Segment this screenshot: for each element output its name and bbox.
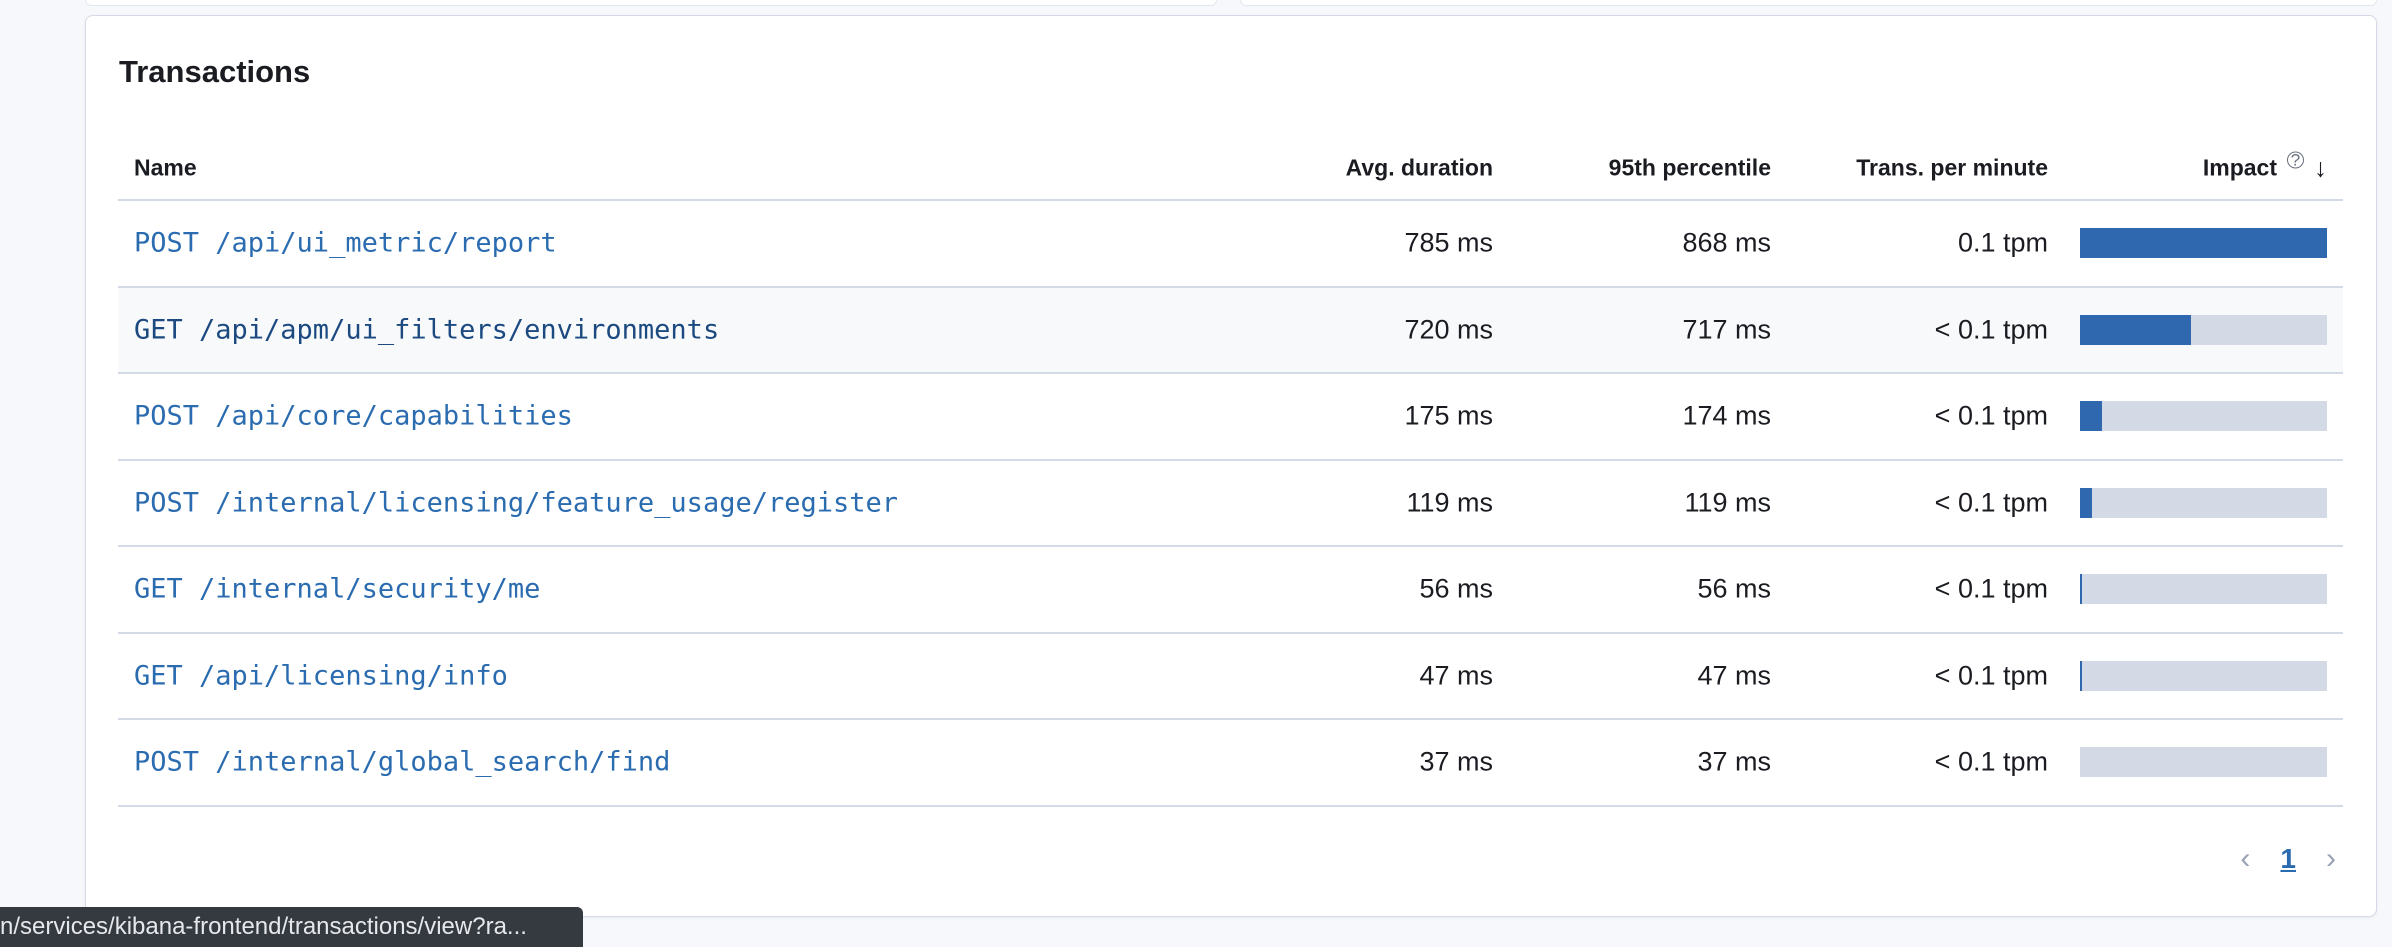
transactions-panel: Transactions Name Avg. duration 95th per… — [85, 15, 2377, 917]
table-row: POST /api/ui_metric/report 785 ms 868 ms 0.… — [118, 201, 2343, 288]
impact-label: Impact — [2202, 154, 2277, 180]
table-row: POST /api/core/capabilities 175 ms 174 ms <… — [118, 374, 2343, 461]
table-row: GET /api/apm/ui_filters/environments 720 … — [118, 287, 2343, 374]
upper-panel-edge — [85, 0, 1217, 6]
column-header-avg-duration[interactable]: Avg. duration — [1345, 154, 1493, 180]
p95-cell: 56 ms — [1697, 573, 1771, 604]
impact-bar-fill — [2080, 660, 2083, 691]
panel-title: Transactions — [119, 54, 311, 89]
impact-bar — [2080, 401, 2327, 432]
avg-duration-cell: 119 ms — [1406, 487, 1493, 518]
transaction-name-link[interactable]: POST /api/core/capabilities — [134, 400, 573, 432]
impact-bar-fill — [2080, 487, 2093, 518]
impact-bar — [2080, 574, 2327, 605]
link-url-status-tooltip: n/services/kibana-frontend/transactions/… — [0, 907, 583, 947]
column-header-trans-per-minute[interactable]: Trans. per minute — [1856, 154, 2048, 180]
tpm-cell: < 0.1 tpm — [1934, 487, 2048, 518]
avg-duration-cell: 175 ms — [1404, 400, 1493, 431]
transaction-name-link[interactable]: GET /api/apm/ui_filters/environments — [134, 314, 720, 346]
transaction-name-link[interactable]: GET /api/licensing/info — [134, 660, 508, 692]
column-header-impact[interactable]: Impact ? ↓ — [2202, 151, 2327, 183]
impact-bar — [2080, 314, 2327, 345]
question-circle-icon[interactable]: ? — [2287, 151, 2304, 168]
transactions-table: Name Avg. duration 95th percentile Trans… — [118, 136, 2343, 807]
column-header-name[interactable]: Name — [134, 154, 197, 180]
upper-panel-edge — [1240, 0, 2377, 6]
p95-cell: 47 ms — [1697, 660, 1771, 691]
table-row: POST /internal/global_search/find 37 ms 37… — [118, 720, 2343, 807]
impact-bar-fill — [2080, 574, 2083, 605]
p95-cell: 717 ms — [1682, 314, 1771, 345]
p95-cell: 119 ms — [1684, 487, 1771, 518]
tpm-cell: 0.1 tpm — [1957, 227, 2048, 258]
p95-cell: 37 ms — [1697, 746, 1771, 777]
p95-cell: 868 ms — [1682, 227, 1771, 258]
impact-bar — [2080, 228, 2327, 259]
avg-duration-cell: 37 ms — [1419, 746, 1493, 777]
avg-duration-cell: 785 ms — [1404, 227, 1493, 258]
impact-bar — [2080, 747, 2327, 778]
tpm-cell: < 0.1 tpm — [1934, 746, 2048, 777]
table-header: Name Avg. duration 95th percentile Trans… — [118, 136, 2343, 201]
impact-bar — [2080, 487, 2327, 518]
page-1-button[interactable]: 1 — [2280, 843, 2296, 874]
transaction-name-link[interactable]: POST /api/ui_metric/report — [134, 227, 557, 259]
avg-duration-cell: 720 ms — [1404, 314, 1493, 345]
p95-cell: 174 ms — [1682, 400, 1771, 431]
impact-bar — [2080, 660, 2327, 691]
table-row: GET /internal/security/me 56 ms 56 ms < 0.1… — [118, 547, 2343, 634]
table-row: POST /internal/licensing/feature_usage/r… — [118, 461, 2343, 547]
column-header-95th-percentile[interactable]: 95th percentile — [1608, 154, 1771, 180]
transaction-name-link[interactable]: GET /internal/security/me — [134, 573, 541, 605]
transaction-name-link[interactable]: POST /internal/licensing/feature_usage/r… — [134, 487, 899, 519]
tpm-cell: < 0.1 tpm — [1934, 314, 2048, 345]
table-row: GET /api/licensing/info 47 ms 47 ms < 0.1 t… — [118, 634, 2343, 720]
sort-descending-arrow-icon[interactable]: ↓ — [2314, 152, 2327, 182]
next-page-chevron-icon[interactable]: › — [2326, 842, 2336, 875]
tpm-cell: < 0.1 tpm — [1934, 400, 2048, 431]
avg-duration-cell: 56 ms — [1419, 573, 1493, 604]
impact-bar-fill — [2080, 228, 2327, 259]
avg-duration-cell: 47 ms — [1419, 660, 1493, 691]
pagination: ‹ 1 › — [2240, 842, 2336, 876]
tpm-cell: < 0.1 tpm — [1934, 660, 2048, 691]
transaction-name-link[interactable]: POST /internal/global_search/find — [134, 746, 671, 778]
impact-bar-fill — [2080, 314, 2192, 345]
tpm-cell: < 0.1 tpm — [1934, 573, 2048, 604]
previous-page-chevron-icon[interactable]: ‹ — [2240, 842, 2251, 875]
impact-bar-fill — [2080, 401, 2103, 432]
